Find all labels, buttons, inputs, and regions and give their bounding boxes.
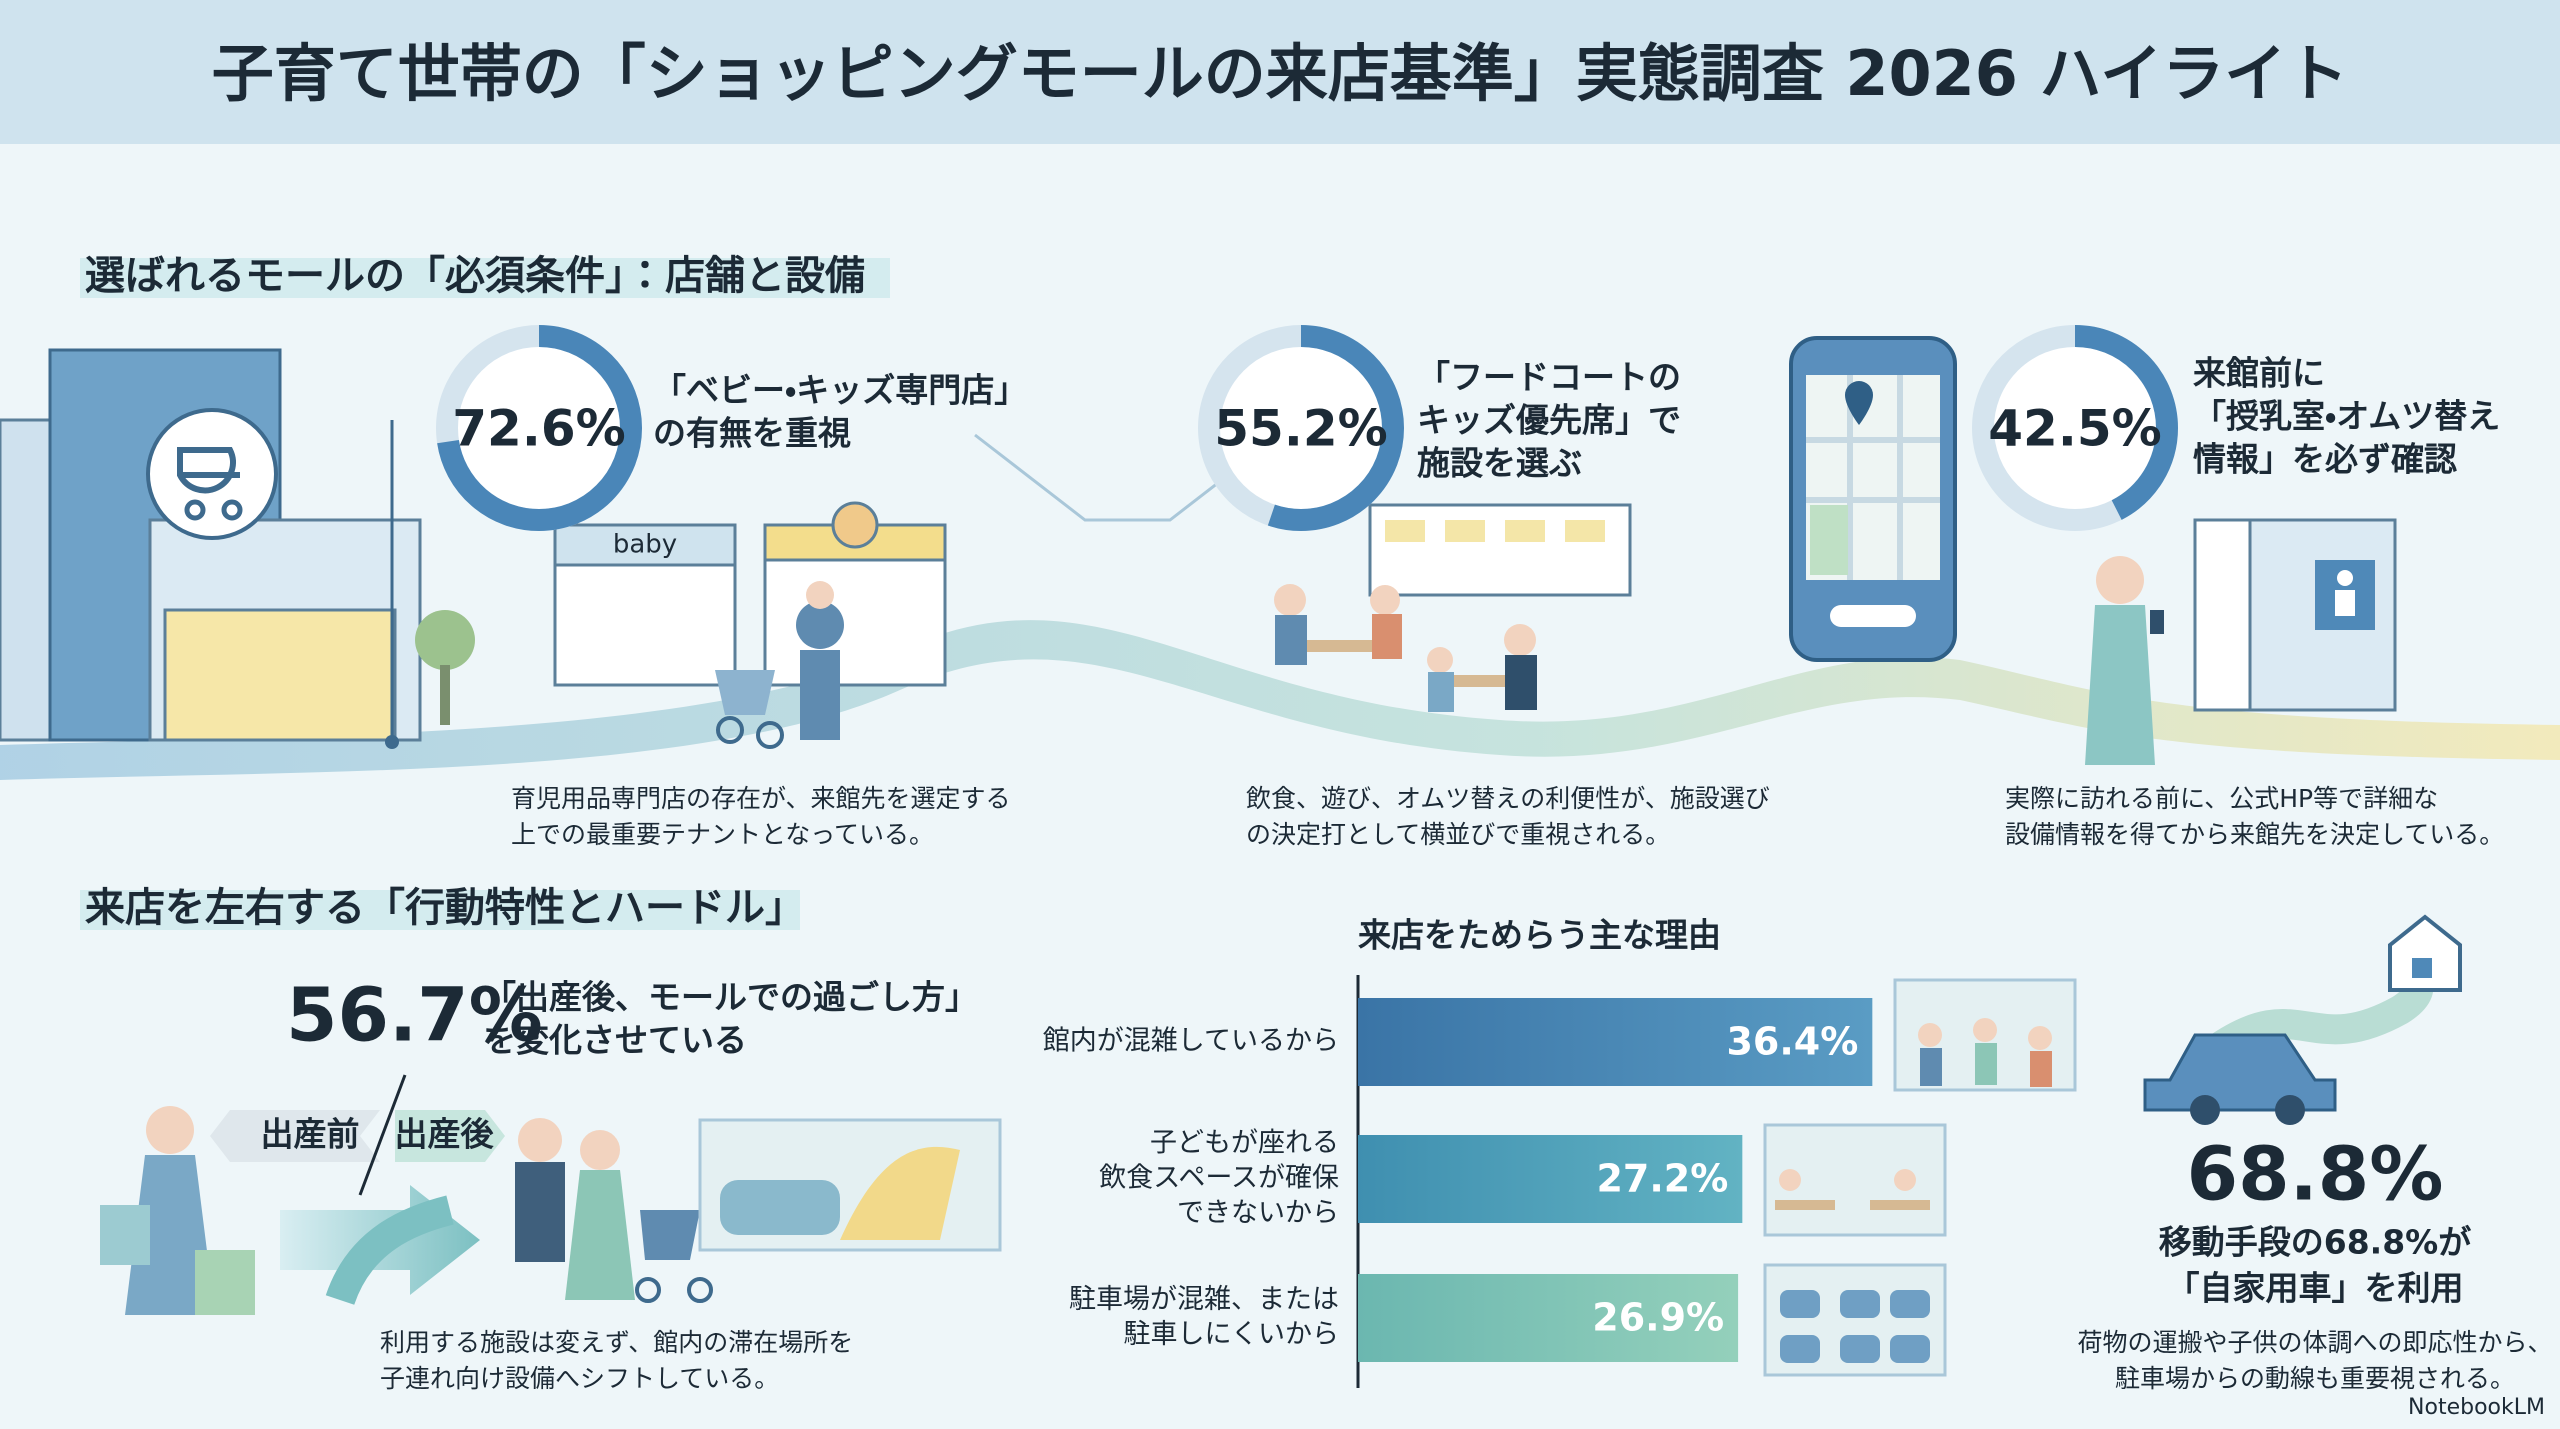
shop-sign: baby [613, 530, 677, 560]
donut-label: 42.5% [1988, 400, 2161, 458]
stat-text: 「自家用車」を利用 [2167, 1269, 2464, 1308]
bar-category: 子どもが座れる [1150, 1128, 1339, 1159]
stat-text: 移動手段の68.8%が [2159, 1223, 2472, 1262]
phone-illustration [1789, 336, 1957, 662]
reason-illustrations [1763, 978, 2077, 1377]
bar-value: 27.2% [1596, 1157, 1728, 1201]
caption: 駐車場からの動線も重要視される。 [2115, 1364, 2515, 1393]
stat-text: を変化させている [483, 1021, 747, 1060]
caption: 設備情報を得てから来館先を決定している。 [2005, 820, 2504, 849]
caption: 飲食、遊び、オムツ替えの利便性が、施設選び [1246, 784, 1770, 813]
item-text: 「ベビー・キッズ専門店」 [653, 371, 1027, 410]
baby-shop: baby [553, 501, 947, 749]
item-text: 「フードコートの [1417, 358, 1681, 397]
donut-arc [436, 325, 642, 531]
bar-chart: 36.4% 館内が混雑しているから 27.2% 子どもが座れる飲食スペースが確保できな… [1043, 998, 1873, 1362]
item-text: 情報」を必ず確認 [2193, 440, 2457, 479]
donut-arc [1198, 325, 1404, 531]
caption: 利用する施設は変えず、館内の滞在場所を [380, 1328, 853, 1357]
donut-group: 72.6% 「ベビー・キッズ専門店」の有無を重視育児用品専門店の存在が、来館先を選… [436, 325, 2504, 849]
item-text: 施設を選ぶ [1417, 444, 1582, 483]
after-label: 出産後 [395, 1115, 495, 1154]
caption: の決定打として横並びで重視される。 [1246, 820, 1670, 849]
caption: 育児用品専門店の存在が、来館先を選定する [511, 784, 1011, 813]
bar-value: 26.9% [1592, 1296, 1724, 1340]
bar-category: 館内が混雑しているから [1043, 1026, 1339, 1057]
bar-value: 36.4% [1726, 1020, 1858, 1064]
caption: 上での最重要テナントとなっている。 [511, 820, 934, 849]
food-court [974, 433, 1632, 712]
bar-category: 飲食スペースが確保 [1099, 1163, 1339, 1194]
item-text: 来館前に [2193, 354, 2325, 393]
section-heading: 来店を左右する「行動特性とハードル」 [85, 885, 805, 931]
header-band [0, 0, 2560, 144]
caption: 荷物の運搬や子供の体調への即応性から、 [2077, 1328, 2552, 1357]
item-text: 「授乳室・オムツ替え [2193, 397, 2500, 436]
caption: 子連れ向け設備へシフトしている。 [380, 1364, 779, 1393]
item-text: キッズ優先席」で [1417, 401, 1681, 440]
bar-category: 駐車しにくいから [1124, 1319, 1339, 1350]
bar-category: できないから [1177, 1198, 1339, 1229]
stat-value: 56.7% [286, 973, 543, 1059]
donut-label: 72.6% [452, 400, 625, 458]
bar-category: 駐車場が混雑、または [1069, 1284, 1339, 1315]
chart-title: 来店をためらう主な理由 [1358, 916, 1721, 955]
donut-label: 55.2% [1214, 400, 1387, 458]
item-text: の有無を重視 [653, 414, 851, 453]
bar [1358, 1274, 1739, 1362]
heading-highlight [80, 890, 800, 930]
before-label: 出産前 [261, 1115, 360, 1154]
heading-highlight [80, 258, 890, 298]
mall-building [0, 348, 475, 749]
car-house [2143, 914, 2462, 1125]
stat-value: 68.8% [2187, 1132, 2444, 1218]
bar [1358, 998, 1873, 1086]
brand: NotebookLM [2408, 1395, 2545, 1420]
donut-arc [1972, 325, 2178, 531]
stat-text: 「出産後、モールでの過ごし方」 [483, 978, 978, 1017]
bar [1358, 1135, 1743, 1223]
nursing-room [2085, 518, 2397, 765]
section-heading: 選ばれるモールの「必須条件」：店舗と設備 [85, 253, 865, 299]
page-title: 子育て世帯の「ショッピングモールの来店基準」実態調査 2026 ハイライト [212, 37, 2349, 110]
before-after [100, 1074, 1002, 1315]
caption: 実際に訪れる前に、公式HP等で詳細な [2005, 784, 2438, 813]
